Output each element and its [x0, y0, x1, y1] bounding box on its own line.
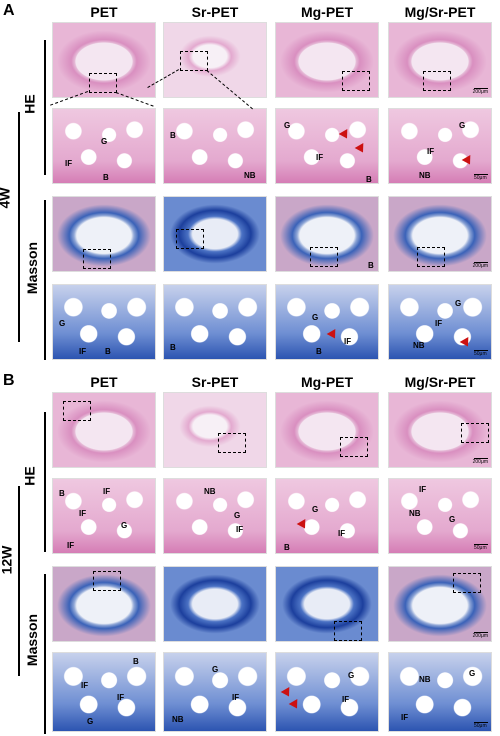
- scale-bar: 50μm: [474, 545, 487, 551]
- a-he-low-sr-pet: [163, 22, 267, 98]
- a-he-low-pet: [52, 22, 156, 98]
- a-he-high-mg-sr-pet: G IF NB 50μm: [388, 108, 492, 184]
- b-ms-low-pet: [52, 566, 156, 642]
- a-ms-high-mg-sr-pet: G IF NB 50μm: [388, 284, 492, 360]
- a-ms-high-mg-pet: G IF B: [275, 284, 379, 360]
- stain-a-masson-label: Masson: [24, 241, 41, 295]
- a-ms-low-mg-sr-pet: 200μm: [388, 196, 492, 272]
- a-ms-high-sr-pet: B: [163, 284, 267, 360]
- b-he-high-mg-sr-pet: IF NB G 50μm: [388, 478, 492, 554]
- b-he-high-pet: B IF IF G IF: [52, 478, 156, 554]
- col-head-b-pet: PET: [90, 374, 118, 390]
- b-ms-high-pet: B IF IF G: [52, 652, 156, 732]
- b-he-high-mg-pet: G IF B: [275, 478, 379, 554]
- stain-b-masson-label: Masson: [24, 613, 41, 667]
- a-ms-high-pet: G IF B: [52, 284, 156, 360]
- scale-bar: 200μm: [472, 263, 488, 269]
- col-head-a-mg-pet: Mg-PET: [300, 4, 354, 20]
- scale-bar: 50μm: [474, 723, 487, 729]
- b-he-low-sr-pet: [163, 392, 267, 468]
- a-he-low-mg-sr-pet: 200μm: [388, 22, 492, 98]
- col-head-a-pet: PET: [90, 4, 118, 20]
- b-he-high-sr-pet: NB G IF: [163, 478, 267, 554]
- b-ms-low-mg-pet: [275, 566, 379, 642]
- b-he-low-mg-pet: [275, 392, 379, 468]
- a-he-high-mg-pet: G IF B: [275, 108, 379, 184]
- b-he-low-mg-sr-pet: 200μm: [388, 392, 492, 468]
- b-ms-high-sr-pet: G IF NB: [163, 652, 267, 732]
- b-ms-high-mg-pet: G IF: [275, 652, 379, 732]
- scale-bar: 200μm: [472, 89, 488, 95]
- col-head-b-mg-pet: Mg-PET: [300, 374, 354, 390]
- a-ms-low-pet: [52, 196, 156, 272]
- stain-b-he-label: HE: [21, 466, 38, 486]
- panel-b-letter: B: [3, 372, 15, 389]
- b-ms-high-mg-sr-pet: NB G IF 50μm: [388, 652, 492, 732]
- panel-a-letter: A: [3, 2, 15, 19]
- a-he-low-mg-pet: [275, 22, 379, 98]
- a-ms-low-mg-pet: B: [275, 196, 379, 272]
- col-head-a-sr-pet: Sr-PET: [191, 4, 239, 20]
- stain-a-he-label: HE: [21, 94, 38, 114]
- scale-bar: 200μm: [472, 633, 488, 639]
- a-he-high-sr-pet: B NB: [163, 108, 267, 184]
- col-head-a-mg-sr-pet: Mg/Sr-PET: [404, 4, 476, 20]
- a-he-high-pet: G IF B: [52, 108, 156, 184]
- b-ms-low-mg-sr-pet: 200μm: [388, 566, 492, 642]
- scale-bar: 50μm: [474, 351, 487, 357]
- col-head-b-mg-sr-pet: Mg/Sr-PET: [404, 374, 476, 390]
- b-ms-low-sr-pet: [163, 566, 267, 642]
- scale-bar: 50μm: [474, 175, 487, 181]
- timepoint-b-label: 12W: [0, 545, 15, 575]
- a-ms-low-sr-pet: [163, 196, 267, 272]
- b-he-low-pet: [52, 392, 156, 468]
- timepoint-a-label: 4W: [0, 187, 13, 209]
- col-head-b-sr-pet: Sr-PET: [191, 374, 239, 390]
- scale-bar: 200μm: [472, 459, 488, 465]
